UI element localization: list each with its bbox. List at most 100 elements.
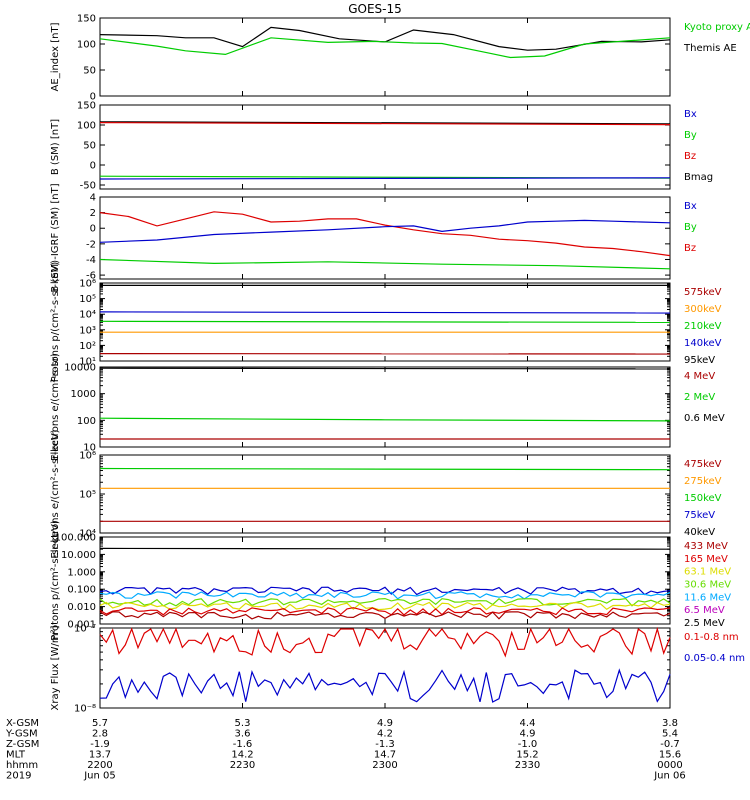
y-tick-label: 0 [90, 92, 96, 103]
legend-entry: 11.6 MeV [684, 592, 731, 603]
series-line [99, 586, 671, 596]
series-line [99, 467, 671, 471]
orbit-row-label: hhmm [6, 760, 38, 771]
legend-entry: 0.6 MeV [684, 413, 725, 424]
y-axis-label: AE_index [nT] [50, 22, 61, 91]
panel-3: -6 -4 -2 0 2 4 B (SM)-IGRF (SM) [nT] Bx By Bz [50, 183, 697, 292]
legend-entry: Kyoto proxy AE [684, 22, 750, 33]
panel-frame [99, 17, 671, 97]
y-tick-label: 10⁻⁷ [74, 624, 96, 635]
y-tick-label: 10.000 [61, 550, 96, 561]
orbit-row-label: Y-GSM [5, 729, 38, 740]
y-tick-label: 0.001 [67, 620, 96, 631]
y-tick-label: 100 [77, 40, 96, 51]
orbit-value: -0.7 [660, 739, 680, 750]
legend-entry: 75keV [684, 510, 715, 521]
y-axis-label: Protons p/(cm²-s-sr-keV) [50, 520, 61, 641]
y-tick-label: 2 [90, 208, 96, 219]
legend-entry: 210keV [684, 321, 722, 332]
legend-entry: 40keV [684, 527, 715, 538]
panel-6: 10⁴ 10⁵ 10⁶ Electrons e/(cm²-s-sr-keV) 475ke… [50, 429, 722, 558]
series-line [99, 177, 671, 180]
legend-entry: 2.5 MeV [684, 618, 725, 629]
legend-entry: 30.6 MeV [684, 580, 731, 591]
y-tick-label: 10000 [64, 363, 96, 374]
y-tick-label: 100 [77, 121, 96, 132]
y-axis-label: Xray Flux [W/m²] [50, 625, 61, 710]
orbit-row-label: MLT [6, 750, 26, 761]
orbit-value: 2.8 [92, 729, 108, 740]
y-tick-label: 50 [83, 141, 96, 152]
y-tick-label: 10⁴ [79, 529, 96, 540]
orbit-value: 4.4 [520, 718, 536, 729]
legend-entry: 2 MeV [684, 392, 715, 403]
orbit-value: 4.2 [377, 729, 393, 740]
y-tick-label: 10⁵ [79, 294, 96, 305]
legend-entry: 300keV [684, 304, 722, 315]
orbit-value: 2330 [515, 760, 540, 771]
legend-entry: 475keV [684, 459, 722, 470]
orbit-value: 2200 [87, 760, 112, 771]
legend-entry: 165 MeV [684, 554, 728, 565]
orbit-value: 15.2 [516, 750, 538, 761]
y-tick-label: 50 [83, 66, 96, 77]
orbit-value: -1.6 [233, 739, 253, 750]
orbit-value: 4.9 [520, 729, 536, 740]
y-tick-label: 10 [83, 443, 96, 454]
y-tick-label: 0.010 [67, 602, 96, 613]
orbit-value: 3.8 [662, 718, 678, 729]
legend-entry: 150keV [684, 493, 722, 504]
y-tick-label: 0 [90, 161, 96, 172]
y-tick-label: 10⁶ [79, 451, 96, 462]
figure-title: GOES-15 [348, 2, 402, 16]
legend-entry: Themis AE [683, 43, 737, 54]
y-tick-label: -4 [86, 255, 96, 266]
y-tick-label: 100.000 [55, 533, 96, 544]
legend-entry: By [684, 130, 697, 141]
y-tick-label: 0.100 [67, 585, 96, 596]
y-tick-label: 4 [90, 193, 96, 204]
orbit-value: 5.4 [662, 729, 678, 740]
panel-frame [99, 627, 671, 709]
series-line [99, 668, 671, 703]
orbit-row-label: X-GSM [6, 718, 39, 729]
y-tick-label: 1000 [71, 389, 96, 400]
series-line [99, 367, 671, 370]
orbit-value: 0000 [657, 760, 682, 771]
orbit-value: 14.2 [231, 750, 253, 761]
orbit-value: 4.9 [377, 718, 393, 729]
orbit-value: Jun 05 [83, 771, 116, 782]
y-tick-label: 100 [77, 416, 96, 427]
y-tick-label: 10⁴ [79, 310, 96, 321]
series-line [99, 122, 671, 126]
y-axis-label: B (SM) [nT] [50, 119, 61, 175]
series-line [99, 626, 671, 658]
y-tick-label: 0 [90, 224, 96, 235]
orbit-value: 14.7 [374, 750, 396, 761]
legend-entry: 4 MeV [684, 371, 715, 382]
legend-entry: 95keV [684, 355, 715, 366]
series-line [99, 121, 671, 125]
legend-entry: By [684, 222, 697, 233]
legend-entry: 575keV [684, 287, 722, 298]
orbit-value: 3.6 [235, 729, 251, 740]
orbit-value: 15.6 [659, 750, 681, 761]
panel-4: 10¹ 10² 10³ 10⁴ 10⁵ 10⁶ Protons p/(cm²-s-sr-ke… [50, 262, 722, 383]
y-tick-label: 10³ [79, 325, 96, 336]
legend-entry: Bz [684, 243, 696, 254]
legend-entry: Bz [684, 151, 696, 162]
orbit-value: -1.9 [90, 739, 110, 750]
series-line [99, 547, 671, 550]
y-tick-label: 10⁻⁸ [74, 704, 96, 715]
legend-entry: 63.1 MeV [684, 567, 731, 578]
y-tick-label: 150 [77, 101, 96, 112]
y-axis-label: Electrons e/(cm²-s-sr-keV) [50, 429, 61, 558]
panel-8: 10⁻⁸ 10⁻⁷ Xray Flux [W/m²] 0.1-0.8 nm 0.05-0… [50, 624, 745, 715]
orbit-value: 2230 [230, 760, 255, 771]
y-axis-label: B (SM)-IGRF (SM) [nT] [50, 183, 61, 292]
y-tick-label: 10² [79, 341, 96, 352]
panel-2: -50 0 50 100 150 B (SM) [nT] Bx By Bz Bmag [50, 101, 713, 192]
y-tick-label: -50 [80, 181, 96, 192]
orbit-row-label: 2019 [6, 771, 31, 782]
legend-entry: Bmag [684, 172, 713, 183]
